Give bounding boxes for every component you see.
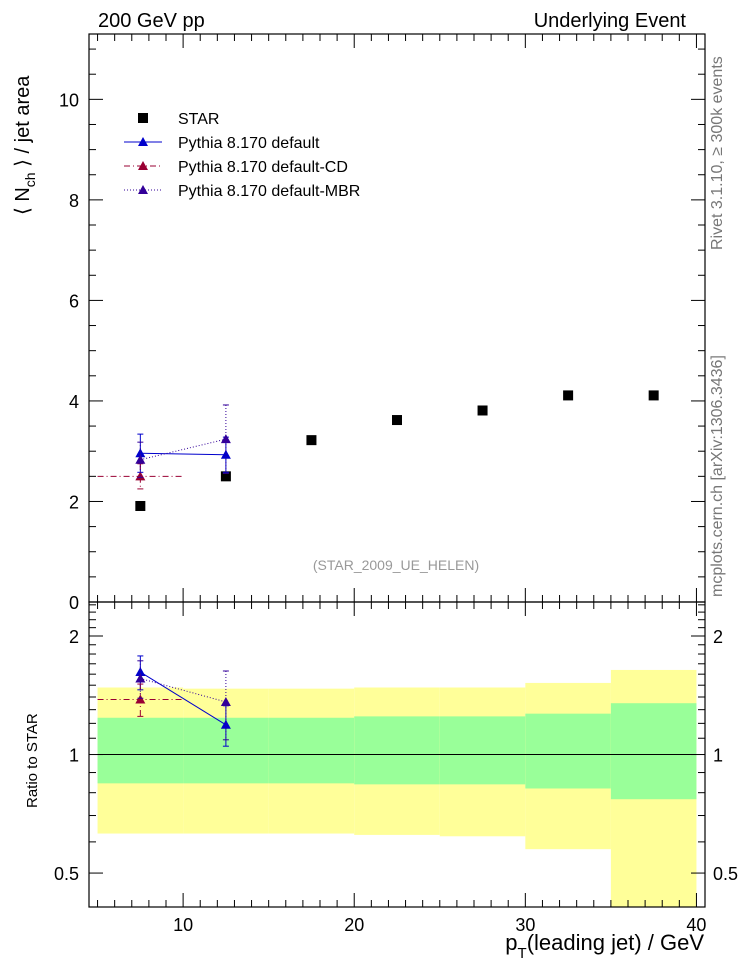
legend-star-marker bbox=[138, 113, 148, 123]
ratio-y-tick-label-left: 0.5 bbox=[54, 864, 79, 884]
main-y-tick-label: 10 bbox=[59, 90, 79, 110]
ratio-pythia-8-170-default-point bbox=[220, 719, 231, 729]
legend-pythia-8-170-default-mbr-label: Pythia 8.170 default-MBR bbox=[178, 183, 360, 200]
ratio-y-tick-label-left: 1 bbox=[69, 746, 79, 766]
legend-pythia-8-170-default-cd-marker bbox=[138, 161, 148, 170]
main-y-tick-label: 6 bbox=[69, 291, 79, 311]
main-pythia-8-170-default-mbr-line bbox=[140, 438, 227, 461]
main-pythia-8-170-default-line bbox=[140, 452, 226, 456]
ratio-pythia-8-170-default-point bbox=[135, 667, 146, 677]
x-tick-label: 10 bbox=[173, 915, 193, 935]
analysis-id-label: (STAR_2009_UE_HELEN) bbox=[313, 557, 479, 573]
rivet-label: Rivet 3.1.10, ≥ 300k events bbox=[709, 56, 726, 250]
ratio-pythia-8-170-default-cd-point bbox=[135, 694, 146, 704]
svg-text:⟨ Nch ⟩ / jet area: ⟨ Nch ⟩ / jet area bbox=[12, 75, 38, 215]
main-pythia-8-170-default-point bbox=[135, 448, 146, 458]
main-star-point bbox=[648, 390, 659, 401]
main-star-point bbox=[477, 405, 488, 416]
ratio-band-inner bbox=[97, 717, 184, 784]
main-y-tick-label: 4 bbox=[69, 392, 79, 412]
ratio-band-inner bbox=[268, 717, 355, 784]
ratio-band-inner bbox=[525, 713, 611, 789]
header-left-label: 200 GeV pp bbox=[98, 10, 205, 32]
main-pythia-8-170-default-point bbox=[220, 449, 231, 459]
ratio-pythia-8-170-default-line bbox=[140, 671, 227, 726]
legend-pythia-8-170-default-marker bbox=[138, 137, 148, 146]
main-y-tick-label: 8 bbox=[69, 191, 79, 211]
main-star-point bbox=[135, 500, 146, 511]
main-star-point bbox=[220, 471, 231, 482]
ratio-band-inner bbox=[354, 716, 440, 785]
x-tick-label: 30 bbox=[515, 915, 535, 935]
ratio-pythia-8-170-default-mbr-point bbox=[135, 673, 146, 683]
main-star-point bbox=[306, 435, 317, 446]
ratio-y-tick-label-left: 2 bbox=[69, 627, 79, 647]
x-tick-label: 40 bbox=[686, 915, 706, 935]
ratio-y-tick-label-right: 2 bbox=[713, 627, 723, 647]
ratio-pythia-8-170-default-mbr-point bbox=[220, 696, 231, 706]
legend-pythia-8-170-default-label: Pythia 8.170 default bbox=[178, 135, 320, 152]
main-y-tick-label: 2 bbox=[69, 492, 79, 512]
main-pythia-8-170-default-mbr-point bbox=[135, 454, 146, 464]
ratio-band-inner bbox=[439, 716, 526, 785]
ratio-band-inner bbox=[610, 703, 697, 800]
main-pythia-8-170-default-mbr-point bbox=[220, 434, 231, 444]
ratio-y-tick-label-right: 0.5 bbox=[713, 864, 738, 884]
main-y-tick-label: 0 bbox=[69, 593, 79, 613]
legend-pythia-8-170-default-mbr-marker bbox=[138, 185, 148, 194]
x-tick-label: 20 bbox=[344, 915, 364, 935]
ratio-y-axis-title: Ratio to STAR bbox=[24, 713, 41, 808]
legend-star-label: STAR bbox=[178, 111, 219, 128]
ratio-y-tick-label-right: 1 bbox=[713, 746, 723, 766]
main-star-point bbox=[392, 415, 402, 426]
main-star-point bbox=[563, 390, 574, 401]
main-y-axis-title: ⟨ Nch ⟩ / jet area bbox=[12, 75, 38, 215]
legend-pythia-8-170-default-cd-label: Pythia 8.170 default-CD bbox=[178, 159, 348, 176]
header-right-label: Underlying Event bbox=[534, 10, 687, 32]
mcplots-label: mcplots.cern.ch [arXiv:1306.3436] bbox=[709, 355, 726, 597]
